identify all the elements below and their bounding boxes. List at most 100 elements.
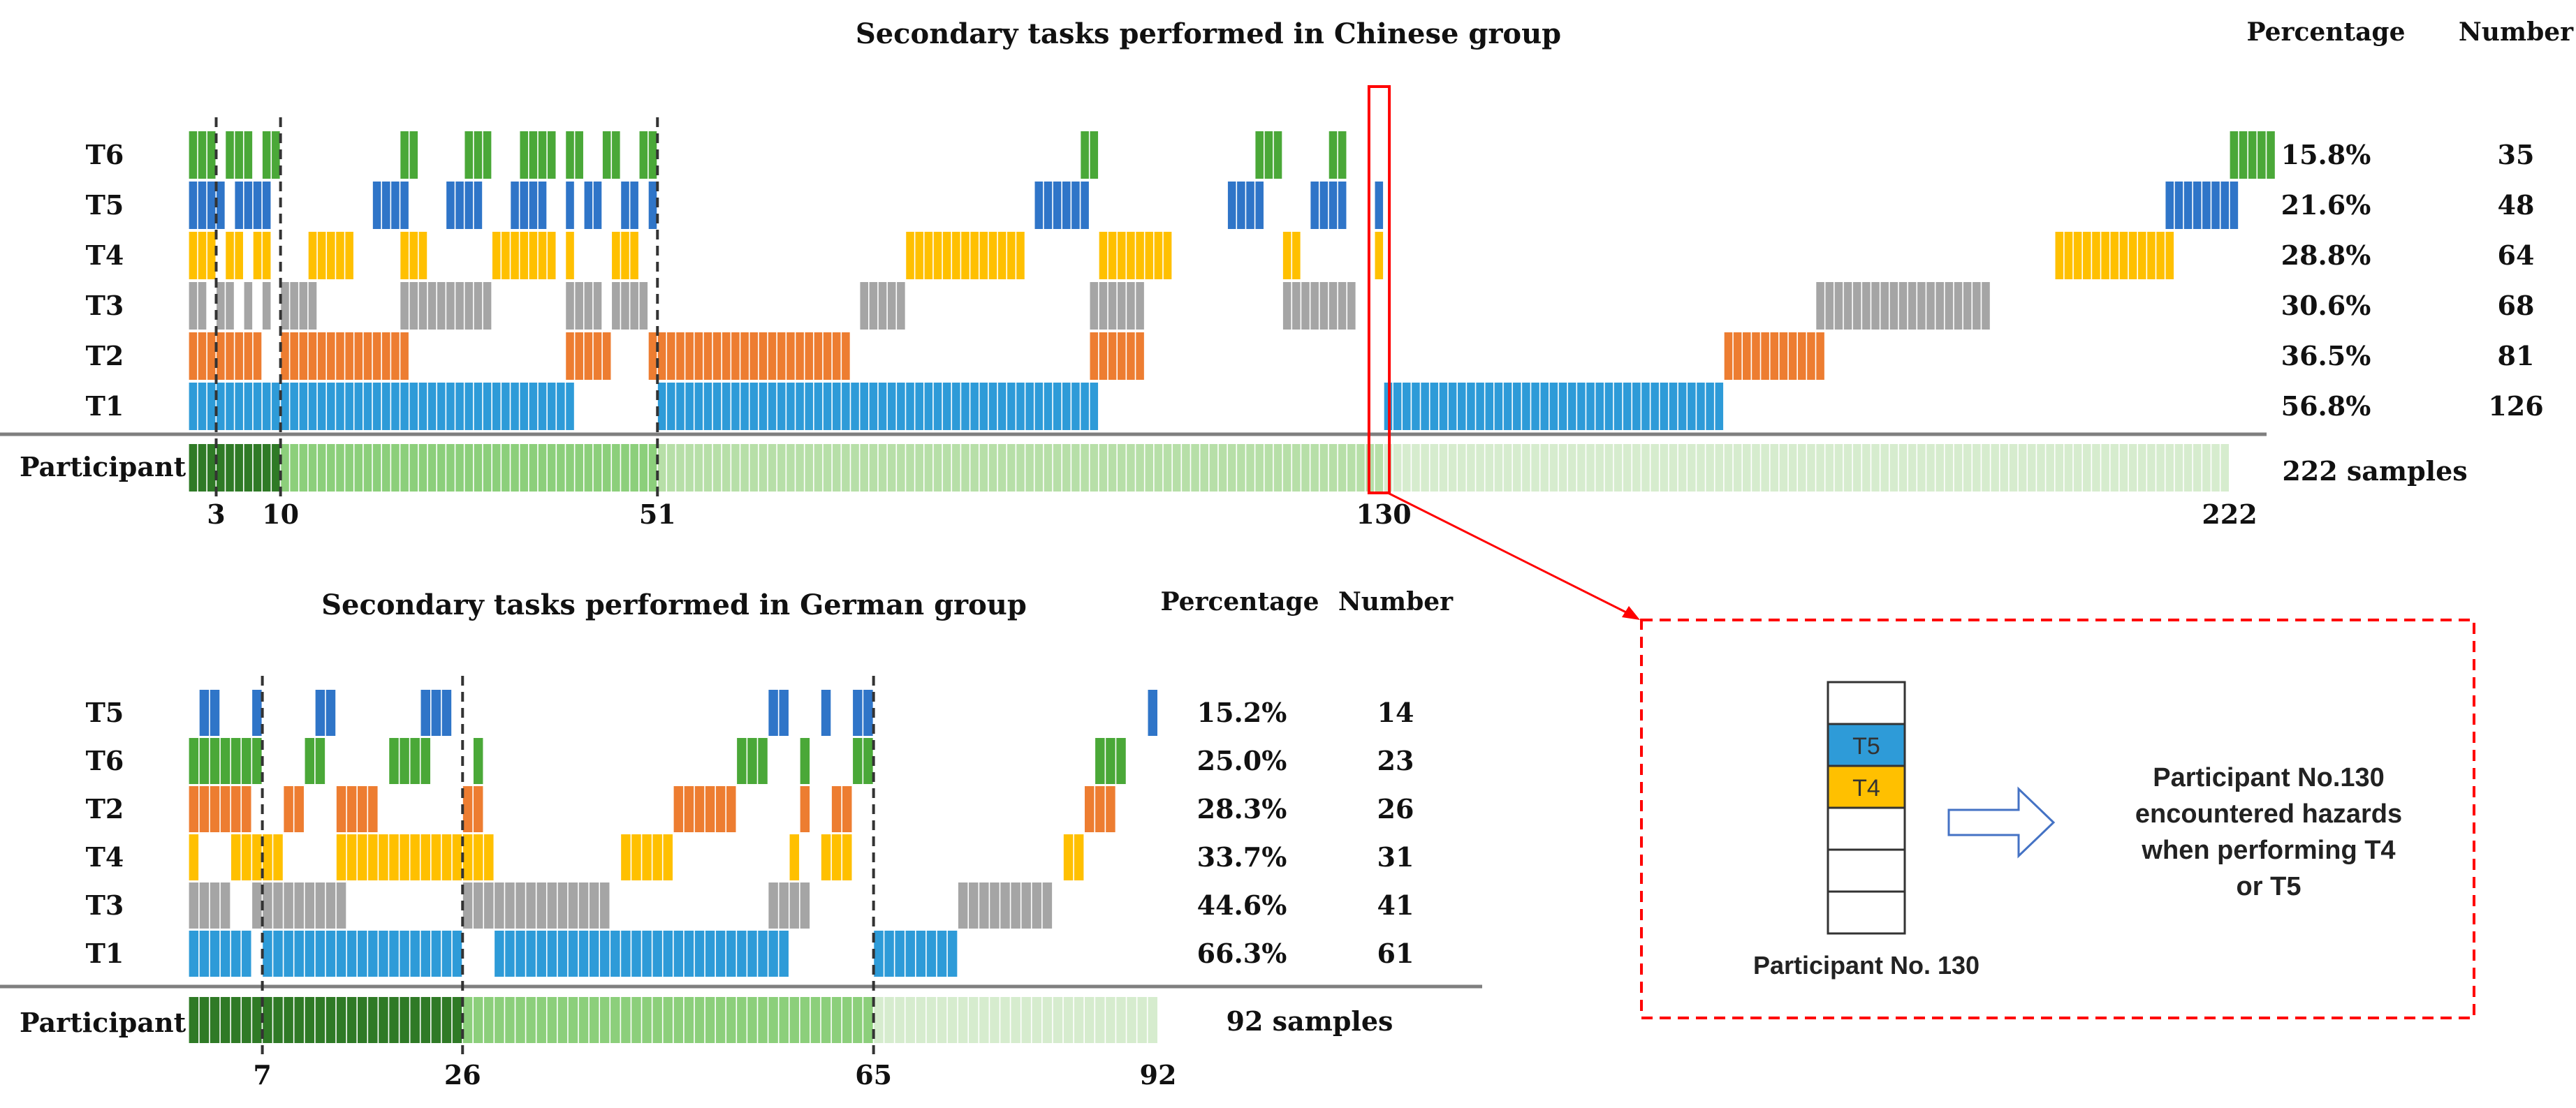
chinese-t1-segment	[657, 383, 1099, 430]
chinese-participant-cell	[1991, 444, 1999, 492]
chinese-participant-cell	[1752, 444, 1760, 492]
chinese-t6-cell	[244, 131, 253, 179]
german-t3-cell	[536, 882, 546, 929]
chinese-t1-cell	[1421, 383, 1429, 430]
german-participant-cell	[441, 997, 452, 1043]
chinese-tick-labels: 3 10 51 130 222	[207, 498, 2257, 530]
german-t5-cell	[853, 690, 863, 736]
chinese-t1-cell	[354, 383, 363, 430]
inset-stack-label: T5	[1852, 733, 1880, 760]
german-t5-cell	[863, 690, 873, 736]
chinese-t1-cell	[1540, 383, 1549, 430]
inset-task-stack: T5 T4	[1827, 681, 1906, 935]
german-participant-cell	[346, 997, 357, 1043]
chinese-t3-cell	[427, 282, 437, 330]
chinese-t6-cell	[529, 131, 538, 179]
chinese-t1-cell	[1697, 383, 1705, 430]
german-t2-cell	[673, 786, 684, 832]
chinese-participant-cell	[1301, 444, 1310, 492]
chinese-t1-cell	[1586, 383, 1595, 430]
chinese-participant-cell	[961, 444, 969, 492]
german-participant-cell	[400, 997, 409, 1043]
german-t2-cell	[715, 786, 726, 832]
chinese-t1-cell	[749, 383, 759, 430]
chinese-participant-cell	[1412, 444, 1420, 492]
german-t1-cell	[325, 931, 336, 977]
chinese-t1-cell	[492, 383, 501, 430]
chinese-participant-cell	[970, 444, 979, 492]
chinese-t5-cell	[1255, 182, 1264, 229]
chinese-participant-cell	[805, 444, 814, 492]
chinese-t3-cell	[1292, 282, 1301, 330]
german-t5-cell	[768, 690, 778, 736]
chinese-participant-cell	[1356, 444, 1365, 492]
chinese-t1-cell	[547, 383, 556, 430]
chinese-t5-cell	[2165, 182, 2174, 229]
chinese-t4-cell	[1163, 232, 1172, 279]
chinese-t5-cell	[464, 182, 474, 229]
chinese-participant-cell	[1099, 444, 1108, 492]
chinese-chart-title: Secondary tasks performed in Chinese gro…	[856, 17, 1561, 50]
chinese-participant-cell	[198, 444, 207, 492]
chinese-t1-cell	[1025, 383, 1034, 430]
chinese-t4-cell	[915, 232, 923, 279]
german-t2-cell	[220, 786, 230, 832]
chinese-t1-cell	[272, 383, 280, 430]
participant-130-highlight	[1367, 85, 1391, 494]
german-chart-title: Secondary tasks performed in German grou…	[321, 589, 1027, 621]
right-arrow-icon	[1947, 786, 2056, 859]
chinese-t1-cell	[924, 383, 933, 430]
chinese-participant-cell	[1403, 444, 1411, 492]
german-participant-cell	[673, 997, 684, 1043]
chinese-t4-segment	[906, 232, 1025, 279]
german-participant-cell	[652, 997, 662, 1043]
chinese-t5-cell	[217, 182, 225, 229]
chinese-t5-cell	[446, 182, 455, 229]
chinese-t2-cell	[1761, 332, 1769, 380]
chinese-t2-cell	[832, 332, 841, 380]
chinese-t1-segment	[1384, 383, 1724, 430]
german-t3-cell	[515, 882, 525, 929]
german-t6-cell	[737, 738, 747, 784]
chinese-t3-cell	[217, 282, 225, 330]
chinese-t3-cell	[418, 282, 427, 330]
german-t1-cell	[389, 931, 399, 977]
german-participant-cell	[726, 997, 736, 1043]
chinese-t1-cell	[327, 383, 335, 430]
chinese-t1-cell	[207, 383, 216, 430]
chinese-t2-cell	[391, 332, 400, 380]
german-t4-cell	[1074, 834, 1084, 880]
chinese-t2-cell	[805, 332, 814, 380]
chinese-t3-cell	[1282, 282, 1291, 330]
german-t5-cell	[420, 690, 430, 736]
german-t6-segment	[853, 738, 873, 784]
german-t5-cell	[1148, 690, 1157, 736]
chinese-t4-cell	[308, 232, 317, 279]
chinese-t4-cell	[1292, 232, 1301, 279]
chinese-participant-cell	[1706, 444, 1714, 492]
german-t4-cell	[336, 834, 346, 880]
chinese-participant-cell	[474, 444, 483, 492]
german-t3-cell	[263, 882, 272, 929]
chinese-t4-cell	[253, 232, 262, 279]
chinese-t2-cell	[253, 332, 262, 380]
german-t2-segment	[462, 786, 483, 832]
german-t4-cell	[252, 834, 262, 880]
chinese-t4-cell	[2101, 232, 2109, 279]
german-participant-cell	[389, 997, 399, 1043]
german-number-t6: 23	[1377, 745, 1414, 776]
chinese-t6-segment	[1081, 131, 1099, 179]
chinese-participant-cell	[740, 444, 749, 492]
chinese-t3-cell	[189, 282, 198, 330]
chinese-t1-cell	[1448, 383, 1457, 430]
chinese-t4-cell	[2156, 232, 2165, 279]
chinese-participant-cell	[1182, 444, 1190, 492]
chinese-participant-cell	[1522, 444, 1530, 492]
chinese-t2-cell	[1117, 332, 1126, 380]
chinese-t1-cell	[952, 383, 960, 430]
chinese-t1-cell	[970, 383, 979, 430]
chinese-t5-segment	[1034, 182, 1089, 229]
chinese-participant-cell	[2018, 444, 2027, 492]
chinese-t1-cell	[1403, 383, 1411, 430]
german-t6-cell	[1106, 738, 1115, 784]
